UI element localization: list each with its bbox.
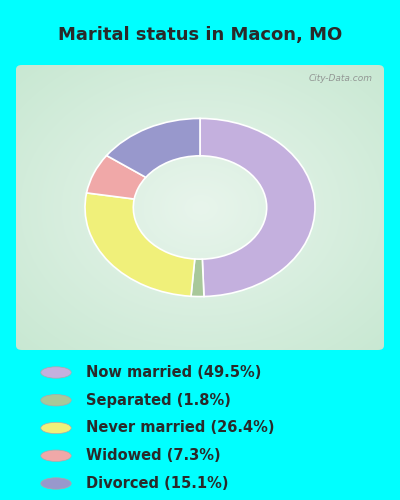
Wedge shape bbox=[86, 156, 146, 199]
Wedge shape bbox=[191, 259, 204, 296]
Text: Widowed (7.3%): Widowed (7.3%) bbox=[86, 448, 221, 463]
Text: City-Data.com: City-Data.com bbox=[309, 74, 373, 82]
Text: Never married (26.4%): Never married (26.4%) bbox=[86, 420, 274, 436]
Wedge shape bbox=[200, 118, 315, 296]
Text: Divorced (15.1%): Divorced (15.1%) bbox=[86, 476, 228, 491]
Wedge shape bbox=[107, 118, 200, 178]
Wedge shape bbox=[85, 193, 195, 296]
Circle shape bbox=[41, 450, 71, 462]
Text: Separated (1.8%): Separated (1.8%) bbox=[86, 393, 231, 408]
Circle shape bbox=[41, 478, 71, 489]
Circle shape bbox=[41, 422, 71, 434]
Circle shape bbox=[41, 367, 71, 378]
Text: Marital status in Macon, MO: Marital status in Macon, MO bbox=[58, 26, 342, 44]
Circle shape bbox=[41, 394, 71, 406]
Text: Now married (49.5%): Now married (49.5%) bbox=[86, 365, 261, 380]
